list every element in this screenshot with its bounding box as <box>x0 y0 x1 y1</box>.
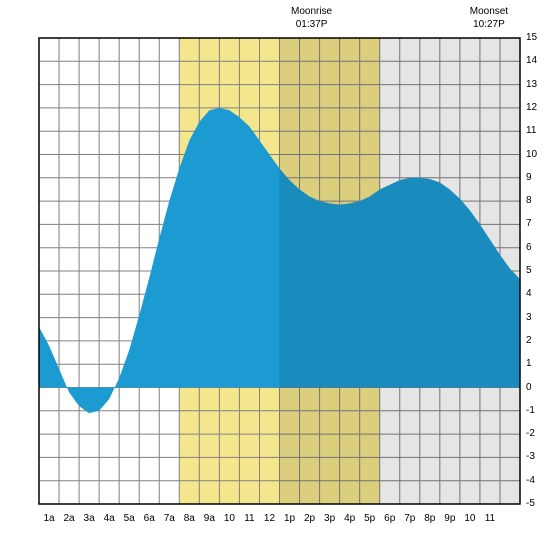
x-tick-label: 7a <box>164 513 175 524</box>
y-tick-label: 8 <box>526 195 532 206</box>
x-tick-label: 10 <box>224 513 235 524</box>
x-tick-label: 11 <box>485 513 495 524</box>
x-tick-label: 8a <box>184 513 195 524</box>
y-tick-label: 3 <box>526 312 532 323</box>
y-tick-label: 14 <box>526 55 537 66</box>
y-tick-label: 2 <box>526 335 532 346</box>
x-tick-label: 4p <box>344 513 355 524</box>
y-tick-label: 10 <box>526 149 537 160</box>
chart-svg <box>0 0 550 550</box>
x-tick-label: 11 <box>244 513 254 524</box>
y-tick-label: 5 <box>526 265 532 276</box>
x-tick-label: 2a <box>64 513 75 524</box>
x-tick-label: 7p <box>404 513 415 524</box>
x-tick-label: 6p <box>384 513 395 524</box>
y-tick-label: -1 <box>526 405 535 416</box>
x-tick-label: 2p <box>304 513 315 524</box>
y-tick-label: -2 <box>526 428 535 439</box>
x-tick-label: 8p <box>424 513 435 524</box>
x-tick-label: 12 <box>264 513 275 524</box>
x-tick-label: 1p <box>284 513 295 524</box>
x-tick-label: 5a <box>124 513 135 524</box>
y-tick-label: -3 <box>526 451 535 462</box>
y-tick-label: -4 <box>526 475 535 486</box>
y-tick-label: 12 <box>526 102 537 113</box>
x-tick-label: 4a <box>104 513 115 524</box>
x-tick-label: 9p <box>444 513 455 524</box>
moonrise-time: 01:37P <box>282 19 342 30</box>
y-tick-label: 0 <box>526 382 532 393</box>
x-tick-label: 10 <box>464 513 475 524</box>
x-tick-label: 3p <box>324 513 335 524</box>
x-tick-label: 1a <box>43 513 54 524</box>
y-tick-label: 7 <box>526 218 532 229</box>
y-tick-label: 15 <box>526 32 537 43</box>
y-tick-label: 4 <box>526 288 532 299</box>
y-tick-label: 6 <box>526 242 532 253</box>
y-tick-label: 11 <box>526 125 536 136</box>
y-tick-label: -5 <box>526 498 535 509</box>
x-tick-label: 9a <box>204 513 215 524</box>
x-tick-label: 3a <box>84 513 95 524</box>
x-tick-label: 6a <box>144 513 155 524</box>
y-tick-label: 13 <box>526 79 537 90</box>
moonset-time: 10:27P <box>459 19 519 30</box>
tide-chart: -5-4-3-2-101234567891011121314151a2a3a4a… <box>0 0 550 550</box>
moonrise-title: Moonrise <box>282 6 342 17</box>
y-tick-label: 1 <box>526 358 532 369</box>
x-tick-label: 5p <box>364 513 375 524</box>
moonset-title: Moonset <box>459 6 519 17</box>
y-tick-label: 9 <box>526 172 532 183</box>
